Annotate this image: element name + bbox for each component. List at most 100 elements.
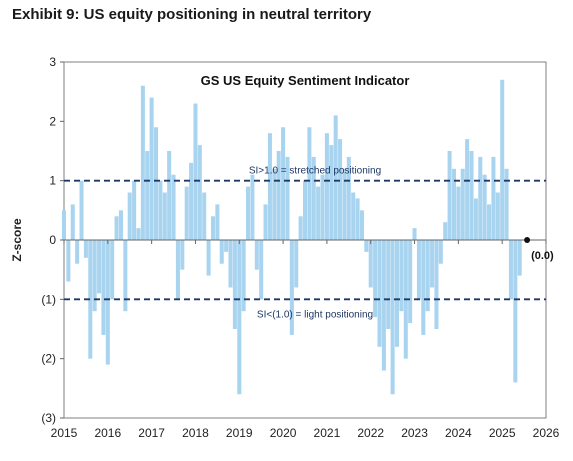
bar	[346, 156, 351, 240]
x-tick-label: 2018	[182, 426, 209, 440]
bar	[101, 240, 106, 335]
bar	[140, 85, 145, 240]
bar	[105, 240, 110, 365]
x-tick-label: 2023	[401, 426, 428, 440]
bar	[373, 240, 378, 318]
bar	[517, 240, 522, 276]
last-value-label: (0.0)	[531, 250, 554, 262]
bar	[246, 186, 251, 240]
bar	[219, 240, 224, 264]
bar	[316, 186, 321, 240]
bar	[167, 151, 172, 240]
bar	[487, 204, 492, 240]
bar	[123, 240, 128, 312]
bar	[329, 145, 334, 240]
y-tick-label: (1)	[41, 292, 56, 306]
bar	[114, 216, 119, 240]
y-tick-label: (2)	[41, 352, 56, 366]
reference-line-label: SI>1.0 = stretched positioning	[249, 166, 381, 177]
bar	[508, 240, 513, 300]
bar	[215, 204, 220, 240]
y-tick-label: 2	[49, 114, 56, 128]
bar	[311, 156, 316, 240]
bar	[434, 240, 439, 329]
bar	[390, 240, 395, 395]
bar	[197, 145, 202, 240]
y-axis-label: Z-score	[10, 218, 24, 262]
bar	[342, 168, 347, 240]
bar	[465, 139, 470, 240]
bar	[88, 240, 93, 359]
bar	[425, 240, 430, 312]
bar	[504, 168, 509, 240]
y-tick-label: 3	[49, 55, 56, 69]
bar	[320, 174, 325, 240]
x-tick-label: 2015	[51, 426, 78, 440]
y-tick-label: 1	[49, 174, 56, 188]
bar	[70, 204, 75, 240]
bar	[237, 240, 242, 395]
bar-series	[61, 79, 527, 395]
bar	[430, 240, 435, 288]
bar	[154, 127, 159, 240]
bar	[267, 133, 272, 240]
x-axis: 2015 2016 2017 2018 2019 2020 2021 2022 2023 2024…	[51, 240, 560, 440]
x-tick-label: 2022	[357, 426, 384, 440]
reference-lines: SI>1.0 = stretched positioning SI<(1.0) =…	[64, 166, 546, 320]
x-tick-label: 2020	[270, 426, 297, 440]
bar	[386, 240, 391, 329]
bar	[184, 186, 189, 240]
bar	[263, 204, 268, 240]
bar	[132, 180, 137, 240]
bar	[259, 240, 264, 300]
y-tick-label: (3)	[41, 411, 56, 425]
x-tick-label: 2024	[445, 426, 472, 440]
bar	[110, 240, 115, 300]
bar	[224, 240, 229, 252]
bar	[421, 240, 426, 335]
exhibit-title: Exhibit 9: US equity positioning in neut…	[12, 6, 372, 23]
bar	[281, 127, 286, 240]
bar	[438, 240, 443, 264]
bar	[92, 240, 97, 312]
x-tick-label: 2016	[94, 426, 121, 440]
bar	[456, 186, 461, 240]
x-tick-label: 2019	[226, 426, 253, 440]
bar	[333, 115, 338, 240]
bar	[298, 216, 303, 240]
bar	[61, 210, 67, 240]
bar	[228, 240, 233, 288]
bar	[364, 240, 369, 252]
x-tick-label: 2017	[138, 426, 165, 440]
x-tick-label: 2026	[533, 426, 560, 440]
bar	[473, 198, 478, 240]
bar	[451, 168, 456, 240]
bar	[254, 240, 259, 270]
bar	[127, 192, 132, 240]
bar	[460, 168, 465, 240]
bar	[412, 228, 417, 240]
bar	[469, 151, 474, 240]
bar	[495, 192, 500, 240]
bar	[210, 216, 215, 240]
bar	[408, 240, 413, 324]
bar	[276, 151, 281, 240]
bar	[395, 240, 400, 347]
bar	[79, 180, 84, 240]
bar	[272, 168, 277, 240]
bar	[478, 156, 483, 240]
bar	[377, 240, 382, 347]
bar	[83, 240, 88, 258]
bar	[189, 162, 194, 240]
bar	[193, 103, 198, 240]
bar	[149, 97, 154, 240]
x-tick-label: 2021	[314, 426, 341, 440]
bar	[368, 240, 373, 288]
bar	[232, 240, 237, 329]
bar	[206, 240, 211, 276]
reference-line-label: SI<(1.0) = light positioning	[257, 309, 373, 320]
bar	[338, 139, 343, 240]
bar	[443, 222, 448, 240]
bar	[355, 198, 360, 240]
bar	[162, 192, 167, 240]
